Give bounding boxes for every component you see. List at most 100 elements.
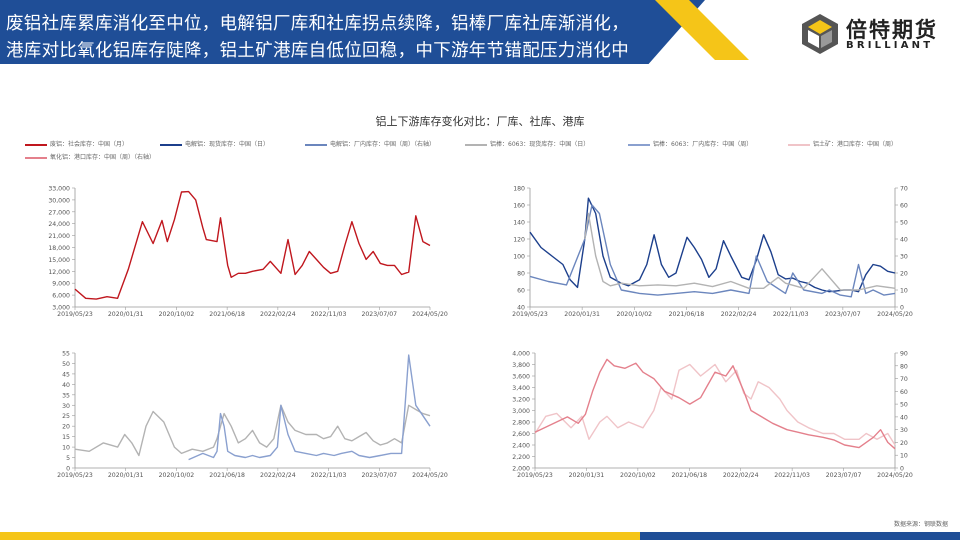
x-tick-label: 2022/02/24 xyxy=(260,311,296,318)
x-tick-label: 2020/01/31 xyxy=(569,472,605,479)
y-tick-label: 6,000 xyxy=(52,293,70,300)
y-tick-label: 60 xyxy=(517,288,525,295)
y-tick-label: 40 xyxy=(62,382,70,389)
y-tick-label: 2,000 xyxy=(512,466,530,473)
y2-tick-label: 50 xyxy=(900,220,908,227)
x-tick-label: 2020/10/02 xyxy=(616,311,652,318)
legend-label: 废铝：社会库存：中国（月） xyxy=(50,141,129,148)
y-tick-label: 3,600 xyxy=(512,374,530,381)
legend-swatch xyxy=(788,143,810,146)
x-tick-label: 2021/06/18 xyxy=(671,472,707,479)
header-banner xyxy=(0,0,705,64)
y-tick-label: 0 xyxy=(66,466,70,473)
y-tick-label: 160 xyxy=(513,203,525,210)
x-tick-label: 2023/07/07 xyxy=(825,311,861,318)
legend-item: 电解铝：厂内库存：中国（周）（右轴） xyxy=(305,139,435,148)
brand-name-cn: 倍特期货 xyxy=(846,18,938,42)
x-tick-label: 2020/01/31 xyxy=(564,311,600,318)
series-line xyxy=(584,212,896,291)
y2-tick-label: 10 xyxy=(900,288,908,295)
x-tick-label: 2020/10/02 xyxy=(159,311,195,318)
x-tick-label: 2022/11/03 xyxy=(773,311,809,318)
legend-item: 铝棒：6063：现货库存：中国（日） xyxy=(465,139,589,148)
x-tick-label: 2019/05/23 xyxy=(57,311,93,318)
y-tick-label: 9,000 xyxy=(52,281,70,288)
y-tick-label: 2,600 xyxy=(512,431,530,438)
y2-tick-label: 60 xyxy=(900,389,908,396)
legend-label: 电解铝：现货库存：中国（日） xyxy=(185,141,270,148)
x-tick-label: 2024/05/20 xyxy=(412,311,448,318)
x-tick-label: 2021/06/18 xyxy=(669,311,705,318)
y-tick-label: 15 xyxy=(62,434,70,441)
x-tick-label: 2022/11/03 xyxy=(311,311,347,318)
x-tick-label: 2022/02/24 xyxy=(260,472,296,479)
y-tick-label: 10 xyxy=(62,445,70,452)
x-tick-label: 2020/10/02 xyxy=(620,472,656,479)
y-tick-label: 20 xyxy=(62,424,70,431)
y-tick-label: 45 xyxy=(62,371,70,378)
y2-tick-label: 0 xyxy=(900,305,904,312)
series-line xyxy=(529,197,896,293)
y-tick-label: 33,000 xyxy=(48,186,70,193)
x-tick-label: 2019/05/23 xyxy=(517,472,553,479)
x-tick-label: 2024/05/20 xyxy=(877,311,913,318)
y-tick-label: 2,400 xyxy=(512,443,530,450)
y-tick-label: 55 xyxy=(62,351,70,358)
legend-swatch xyxy=(25,143,47,146)
y2-tick-label: 80 xyxy=(900,363,908,370)
y-tick-label: 15,000 xyxy=(48,257,70,264)
y2-tick-label: 70 xyxy=(900,376,908,383)
brand-cube-icon xyxy=(802,14,838,54)
legend-swatch xyxy=(160,143,182,146)
footer-accent-bar xyxy=(0,532,640,540)
y-tick-label: 21,000 xyxy=(48,233,70,240)
x-tick-label: 2024/05/20 xyxy=(877,472,913,479)
y2-tick-label: 40 xyxy=(900,237,908,244)
x-tick-label: 2020/10/02 xyxy=(159,472,195,479)
legend-swatch xyxy=(628,143,650,146)
y-tick-label: 2,800 xyxy=(512,420,530,427)
series-line xyxy=(529,204,896,298)
y2-tick-label: 40 xyxy=(900,414,908,421)
legend-item: 氧化铝：港口库存：中国（周）（右轴） xyxy=(25,152,155,161)
x-tick-label: 2022/11/03 xyxy=(311,472,347,479)
series-line xyxy=(188,354,431,461)
y2-tick-label: 20 xyxy=(900,440,908,447)
y2-tick-label: 60 xyxy=(900,203,908,210)
legend-swatch xyxy=(465,143,487,146)
y2-tick-label: 30 xyxy=(900,427,908,434)
headline-line-1: 废铝社库累库消化至中位，电解铝厂库和社库拐点续降，铝棒厂库社库渐消化， xyxy=(6,14,629,34)
x-tick-label: 2019/05/23 xyxy=(512,311,548,318)
x-tick-label: 2021/06/18 xyxy=(209,472,245,479)
legend-swatch xyxy=(305,143,327,146)
x-tick-label: 2023/07/07 xyxy=(826,472,862,479)
y2-tick-label: 50 xyxy=(900,402,908,409)
legend-swatch xyxy=(25,156,47,159)
y-tick-label: 12,000 xyxy=(48,269,70,276)
x-tick-label: 2023/07/07 xyxy=(361,311,397,318)
x-tick-label: 2024/05/20 xyxy=(412,472,448,479)
series-line xyxy=(74,404,431,457)
headline-line-2: 港库对比氧化铝库存陡降，铝土矿港库自低位回稳，中下游年节错配压力消化中 xyxy=(6,41,629,61)
chart-title: 铝上下游库存变化对比：厂库、社库、港库 xyxy=(375,115,585,128)
series-line xyxy=(534,363,896,446)
y-tick-label: 3,400 xyxy=(512,385,530,392)
legend-item: 废铝：社会库存：中国（月） xyxy=(25,139,128,148)
y-tick-label: 25 xyxy=(62,413,70,420)
y-tick-label: 180 xyxy=(513,186,525,193)
x-tick-label: 2021/06/18 xyxy=(209,311,245,318)
y2-tick-label: 10 xyxy=(900,453,908,460)
x-tick-label: 2022/02/24 xyxy=(721,311,757,318)
y-tick-label: 140 xyxy=(513,220,525,227)
y-tick-label: 5 xyxy=(66,455,70,462)
legend-label: 电解铝：厂内库存：中国（周）（右轴） xyxy=(330,141,436,148)
y-tick-label: 50 xyxy=(62,361,70,368)
x-tick-label: 2020/01/31 xyxy=(108,472,144,479)
y-tick-label: 35 xyxy=(62,392,70,399)
y-tick-label: 100 xyxy=(513,254,525,261)
series-line xyxy=(534,358,896,450)
y-tick-label: 3,800 xyxy=(512,362,530,369)
y2-tick-label: 70 xyxy=(900,186,908,193)
y-tick-label: 3,000 xyxy=(52,305,70,312)
